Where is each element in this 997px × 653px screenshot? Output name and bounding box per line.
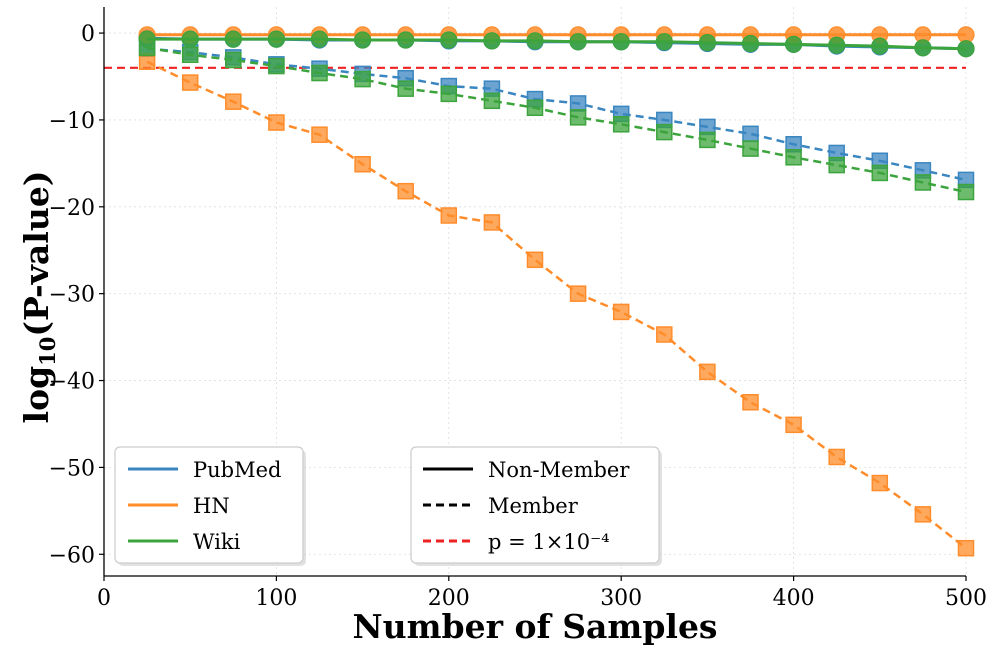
marker-wiki-non-member — [957, 40, 975, 58]
legend-label-non-member: Non-Member — [488, 458, 630, 482]
marker-wiki-member — [225, 51, 242, 69]
marker-wiki-member — [656, 123, 673, 141]
x-tick-label: 300 — [600, 586, 642, 611]
marker-pubmed-member — [742, 125, 759, 143]
marker-wiki-non-member — [741, 34, 760, 53]
marker-hn-member — [785, 416, 802, 434]
y-tick-label: 0 — [81, 22, 95, 47]
x-tick-label: 500 — [945, 586, 987, 611]
marker-wiki-member — [526, 99, 544, 117]
legend-label-hn: HN — [193, 494, 230, 518]
x-tick-label: 0 — [97, 586, 111, 611]
y-tick-label: −60 — [49, 543, 95, 568]
marker-hn-member — [871, 474, 889, 492]
series-wiki-member — [138, 39, 975, 201]
marker-hn-member — [526, 251, 544, 269]
y-tick-label: −30 — [49, 283, 95, 308]
y-axis-title: log10(P-value) — [17, 171, 60, 424]
marker-wiki-member — [268, 57, 285, 75]
marker-wiki-member — [181, 46, 199, 64]
x-tick-label: 400 — [773, 586, 815, 611]
marker-hn-member — [181, 74, 199, 91]
marker-wiki-non-member — [871, 37, 889, 55]
marker-wiki-non-member — [526, 32, 544, 50]
marker-hn-member — [914, 506, 932, 523]
marker-wiki-member — [354, 70, 371, 88]
marker-hn-member — [138, 53, 156, 70]
marker-wiki-member — [871, 164, 889, 182]
series-pubmed-member — [138, 40, 975, 189]
marker-hn-member — [483, 214, 501, 231]
y-tick-label: −20 — [49, 196, 95, 221]
marker-hn-member — [354, 155, 371, 173]
marker-wiki-non-member — [698, 34, 717, 52]
marker-wiki-member — [483, 92, 501, 110]
y-axis-title-rest: (P-value) — [17, 171, 56, 337]
marker-wiki-non-member — [267, 30, 285, 48]
marker-wiki-member — [569, 109, 587, 126]
style-legend-frame — [410, 446, 660, 564]
legend-label-threshold: p = 1×10⁻⁴ — [488, 530, 610, 554]
marker-wiki-non-member — [310, 30, 329, 48]
marker-wiki-non-member — [138, 30, 156, 48]
legend-label-member: Member — [488, 494, 579, 518]
marker-wiki-member — [397, 80, 414, 97]
marker-wiki-member — [742, 140, 759, 157]
marker-hn-member — [311, 126, 328, 143]
marker-wiki-non-member — [483, 32, 501, 50]
marker-hn-member — [569, 285, 587, 302]
x-axis-title: Number of Samples — [352, 607, 717, 646]
marker-hn-member — [656, 326, 673, 343]
marker-wiki-member — [699, 131, 716, 149]
marker-wiki-non-member — [828, 36, 846, 54]
marker-wiki-non-member — [612, 33, 630, 51]
marker-wiki-member — [828, 156, 845, 174]
ticks: 0 100 200 300 400 500 0 −10 −20 −30 −40 −50 −60 — [49, 22, 987, 611]
marker-wiki-non-member — [224, 30, 242, 48]
marker-hn-member — [828, 448, 845, 466]
marker-hn-member — [440, 207, 458, 224]
marker-wiki-non-member — [397, 31, 415, 49]
y-axis-title-sub: 10 — [35, 337, 60, 366]
marker-wiki-member — [311, 64, 328, 82]
marker-wiki-member — [785, 149, 802, 166]
dataset-legend-frame — [114, 446, 304, 564]
marker-wiki-non-member — [181, 30, 199, 48]
marker-wiki-non-member — [440, 31, 458, 49]
marker-wiki-non-member — [569, 33, 587, 51]
style-legend: Non-Member Member p = 1×10⁻⁴ — [410, 446, 662, 566]
marker-hn-member — [268, 114, 285, 131]
marker-wiki-member — [914, 174, 932, 191]
dataset-legend: PubMed HN Wiki — [114, 446, 306, 566]
legend-label-wiki: Wiki — [193, 530, 241, 554]
series-group — [138, 26, 975, 557]
y-tick-label: −40 — [49, 370, 95, 395]
marker-wiki-non-member — [354, 31, 372, 49]
marker-wiki-non-member — [914, 39, 932, 57]
marker-wiki-member — [440, 85, 458, 103]
marker-wiki-non-member — [655, 33, 673, 51]
marker-pubmed-member — [569, 95, 587, 112]
marker-wiki-non-member — [784, 35, 803, 53]
marker-hn-member — [742, 394, 759, 411]
marker-hn-member — [225, 93, 242, 110]
y-tick-label: −50 — [49, 456, 95, 481]
y-axis-title-main: log — [17, 366, 56, 424]
series-wiki-non-member — [138, 30, 975, 58]
legend-label-pubmed: PubMed — [193, 458, 281, 482]
marker-hn-member — [612, 303, 630, 321]
x-tick-label: 200 — [428, 586, 470, 611]
marker-hn-member — [957, 539, 975, 557]
marker-wiki-member — [957, 183, 975, 201]
series-hn-member — [138, 53, 975, 557]
marker-wiki-member — [612, 116, 630, 133]
y-tick-label: −10 — [49, 109, 95, 134]
axes — [103, 7, 966, 577]
marker-hn-member — [397, 182, 414, 200]
x-tick-label: 100 — [255, 586, 297, 611]
marker-hn-member — [699, 363, 716, 381]
